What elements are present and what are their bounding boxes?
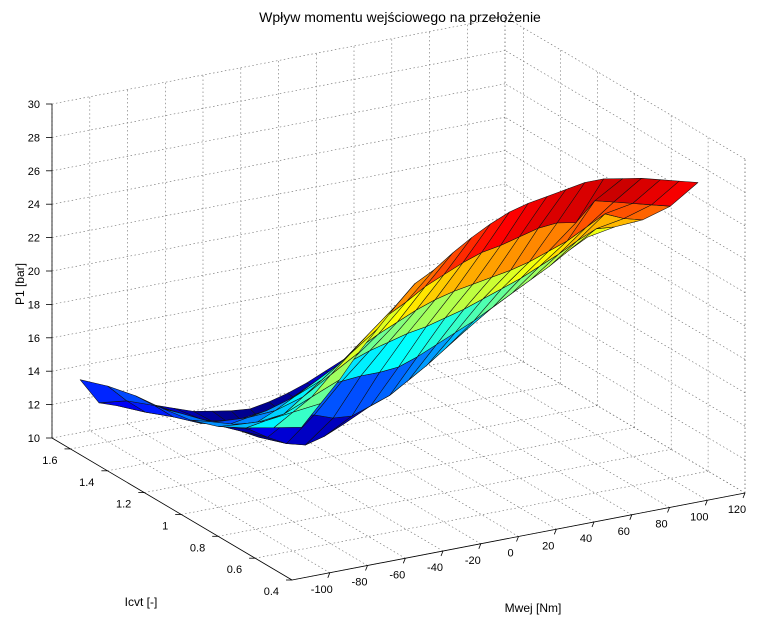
surface-facet <box>273 403 321 428</box>
grid-line <box>504 150 746 293</box>
y-tick-label: 1.4 <box>79 477 94 489</box>
x-tick-label: 120 <box>728 504 746 516</box>
x-tick-mark <box>440 550 444 557</box>
x-tick-label: 40 <box>580 533 592 545</box>
z-tick-label: 28 <box>28 132 40 144</box>
x-tick-label: 20 <box>542 540 554 552</box>
grid-line <box>504 350 746 494</box>
grid-line <box>504 16 746 160</box>
z-tick-label: 24 <box>28 199 40 211</box>
y-tick-label: 0.6 <box>227 564 242 576</box>
x-axis-label: Mwej [Nm] <box>505 601 562 615</box>
z-tick-label: 16 <box>28 333 40 345</box>
z-tick-label: 20 <box>28 266 40 278</box>
grid-line <box>255 470 709 559</box>
x-tick-label: -60 <box>389 569 405 581</box>
x-tick-label: 80 <box>655 519 667 531</box>
z-tick-label: 14 <box>28 366 40 378</box>
grid-line <box>181 427 635 515</box>
grid-line <box>107 383 561 472</box>
x-tick-label: 100 <box>690 511 708 523</box>
y-tick-label: 0.8 <box>190 542 205 554</box>
x-tick-mark <box>365 565 368 571</box>
grid-line <box>51 16 506 105</box>
x-tick-mark <box>553 529 557 535</box>
grid-line <box>504 116 746 260</box>
grid-layer <box>51 16 746 581</box>
x-tick-mark <box>327 572 331 578</box>
x-tick-mark <box>629 514 633 520</box>
grid-line <box>504 283 746 427</box>
z-tick-label: 26 <box>28 166 40 178</box>
x-tick-mark <box>704 500 708 506</box>
x-tick-label: -100 <box>311 584 333 596</box>
grid-line <box>127 423 368 566</box>
x-tick-mark <box>516 536 519 542</box>
surface <box>79 178 699 446</box>
grid-line <box>504 50 746 193</box>
x-tick-mark <box>402 558 406 564</box>
y-axis-line <box>51 437 293 581</box>
z-tick-label: 12 <box>28 400 40 412</box>
z-tick-label: 10 <box>28 433 40 445</box>
chart-title: Wpływ momentu wejściowego na przełożenie <box>259 9 541 25</box>
z-tick-label: 22 <box>28 233 40 245</box>
grid-line <box>144 405 598 493</box>
grid-line <box>504 317 746 460</box>
grid-line <box>89 430 330 574</box>
x-tick-label: -80 <box>352 577 368 589</box>
x-tick-mark <box>742 492 746 499</box>
grid-line <box>51 217 506 305</box>
grid-line <box>429 365 670 508</box>
x-tick-mark <box>591 521 595 528</box>
x-tick-mark <box>667 507 670 513</box>
grid-line <box>51 83 506 172</box>
grid-line <box>165 416 406 559</box>
x-tick-label: 0 <box>507 548 513 560</box>
grid-line <box>51 116 506 205</box>
y-axis-label: Icvt [-] <box>125 595 158 609</box>
z-tick-label: 30 <box>28 99 40 111</box>
x-tick-mark <box>478 543 482 549</box>
y-tick-label: 1 <box>162 521 168 533</box>
grid-line <box>504 83 746 227</box>
grid-line <box>353 379 595 523</box>
tick-labels: -100-80-60-40-200204060801001200.40.60.8… <box>28 99 746 598</box>
grid-line <box>202 408 444 552</box>
x-tick-label: 60 <box>618 526 630 538</box>
grid-line <box>51 183 506 272</box>
z-tick-label: 18 <box>28 299 40 311</box>
y-tick-label: 1.2 <box>116 499 131 511</box>
x-tick-label: -40 <box>427 562 443 574</box>
grid-line <box>467 358 708 501</box>
grid-line <box>218 449 672 537</box>
x-tick-label: -20 <box>465 555 481 567</box>
grid-line <box>504 250 746 394</box>
grid-line <box>391 372 632 516</box>
y-tick-label: 0.4 <box>264 586 279 598</box>
y-tick-label: 1.6 <box>42 455 57 467</box>
z-axis-label: P1 [bar] <box>13 263 27 305</box>
grid-line <box>70 361 524 450</box>
